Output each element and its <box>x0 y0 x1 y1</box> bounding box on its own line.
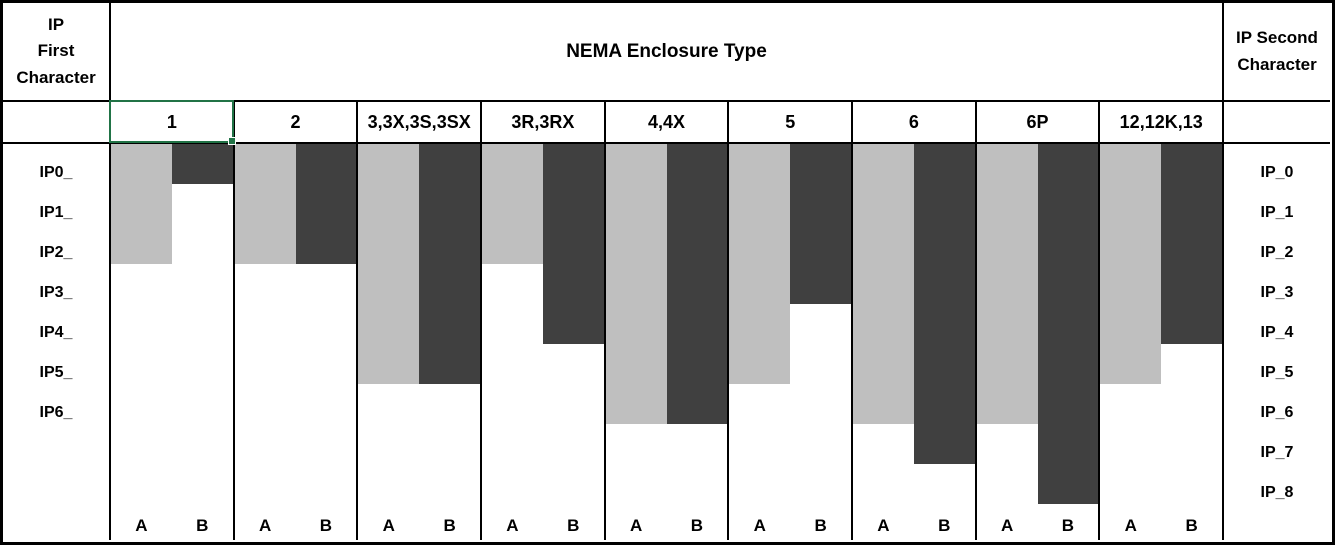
bar-b <box>666 144 728 424</box>
nema-column-header-cell[interactable]: 1 <box>109 100 236 145</box>
ip-second-character-line2: Character <box>1237 54 1317 74</box>
bar-label-a: A <box>629 516 643 535</box>
nema-column-header-label: 6 <box>908 111 919 132</box>
right-axis-label: IP_0 <box>1260 164 1294 181</box>
bar-a <box>1100 144 1162 384</box>
bar-label-a: A <box>135 516 148 535</box>
left-axis-label: IP5_ <box>39 364 73 381</box>
bar-a <box>482 144 543 264</box>
bar-label-b: B <box>443 516 456 535</box>
bar-b <box>1161 144 1223 344</box>
bar-label-b: B <box>196 516 209 535</box>
nema-column-header-label: 6P <box>1026 111 1049 132</box>
nema-column-header-label: 1 <box>166 111 177 132</box>
bar-a <box>358 144 420 384</box>
nema-column-header-cell[interactable]: 6P <box>977 102 1101 142</box>
nema-column-header-cell[interactable]: 12,12K,13 <box>1100 102 1222 142</box>
nema-column-header-cell[interactable]: 4,4X <box>606 102 730 142</box>
bar-label-b: B <box>690 516 704 535</box>
bar-label-b: B <box>567 516 580 535</box>
nema-column-header-label: 3,3X,3S,3SX <box>367 111 471 132</box>
bar-label-a: A <box>258 516 272 535</box>
ip-first-character-line1: IP <box>47 14 65 34</box>
bar-label-b: B <box>319 516 333 535</box>
left-subheader-blank-cell <box>3 100 109 142</box>
nema-column-header-cell[interactable]: 5 <box>729 102 854 142</box>
bar-a <box>111 144 172 264</box>
bar-label-a: A <box>877 516 890 535</box>
nema-column-header-label: 5 <box>785 111 796 132</box>
nema-column-header-label: 2 <box>290 111 301 132</box>
bar-label-b: B <box>814 516 827 535</box>
bar-label-b: B <box>1185 516 1198 535</box>
bar-a <box>605 144 667 424</box>
nema-column-header-label: 4,4X <box>648 111 686 132</box>
right-axis-label: IP_3 <box>1260 284 1294 301</box>
bar-b <box>171 144 233 184</box>
nema-enclosure-type-header: NEMA Enclosure Type <box>109 3 1224 100</box>
left-axis-label: IP0_ <box>39 164 73 181</box>
right-axis-label: IP_6 <box>1260 404 1294 421</box>
nema-column-header-label: 3R,3RX <box>511 111 575 132</box>
ip-first-character-line2: First <box>37 41 75 61</box>
bar-label-a: A <box>753 516 766 535</box>
right-axis-label: IP_7 <box>1260 444 1294 461</box>
bar-b <box>913 144 975 464</box>
bar-label-a: A <box>506 516 519 535</box>
right-axis-label: IP_1 <box>1260 204 1294 221</box>
bar-label-a: A <box>382 516 395 535</box>
bar-label-b: B <box>938 516 951 535</box>
nema-column-header-cell[interactable]: 2 <box>235 102 359 142</box>
bar-b <box>542 144 604 344</box>
right-axis-label: IP_4 <box>1260 324 1294 341</box>
right-axis-label: IP_5 <box>1260 364 1294 381</box>
right-axis-label: IP_2 <box>1260 244 1294 261</box>
left-axis: IP0_ IP1_ IP2_ IP3_ IP4_ IP5_ IP6_ <box>3 142 109 540</box>
left-axis-label: IP1_ <box>39 204 73 221</box>
left-axis-label: IP3_ <box>39 284 73 301</box>
bar-a <box>853 144 914 424</box>
bar-b <box>790 144 852 304</box>
bar-a <box>976 144 1038 424</box>
bar-a <box>729 144 791 384</box>
ip-first-character-line3: Character <box>16 67 96 87</box>
right-axis-label: IP_8 <box>1260 484 1294 501</box>
bar-label-a: A <box>1000 516 1014 535</box>
nema-column-header-cell[interactable]: 3R,3RX <box>482 102 606 142</box>
bar-label-a: A <box>1124 516 1137 535</box>
ip-first-character-header: IP First Character <box>3 3 109 100</box>
bar-b <box>295 144 357 264</box>
ip-second-character-header: IP Second Character <box>1224 3 1330 100</box>
ip-second-character-line1: IP Second <box>1236 28 1318 48</box>
nema-column-header-label: 12,12K,13 <box>1119 111 1203 132</box>
bar-b <box>419 144 480 384</box>
right-subheader-blank-cell <box>1224 100 1330 142</box>
nema-column-headers: 1 2 3,3X,3S,3SX 3R,3RX 4,4X 5 6 6P 12,12K,13 <box>109 100 1224 145</box>
left-axis-label: IP2_ <box>39 244 73 261</box>
left-axis-label: IP4_ <box>39 324 73 341</box>
bar-label-b: B <box>1061 516 1075 535</box>
nema-column-header-cell[interactable]: 6 <box>853 102 977 142</box>
left-axis-label: IP6_ <box>39 404 73 421</box>
right-axis: IP_0 IP_1 IP_2 IP_3 IP_4 IP_5 IP_6 IP_7 IP_8 <box>1224 142 1330 540</box>
nema-enclosure-type-title: NEMA Enclosure Type <box>566 40 767 62</box>
nema-column-header-cell[interactable]: 3,3X,3S,3SX <box>358 102 483 142</box>
bar-a <box>234 144 296 264</box>
bar-b <box>1037 144 1099 504</box>
